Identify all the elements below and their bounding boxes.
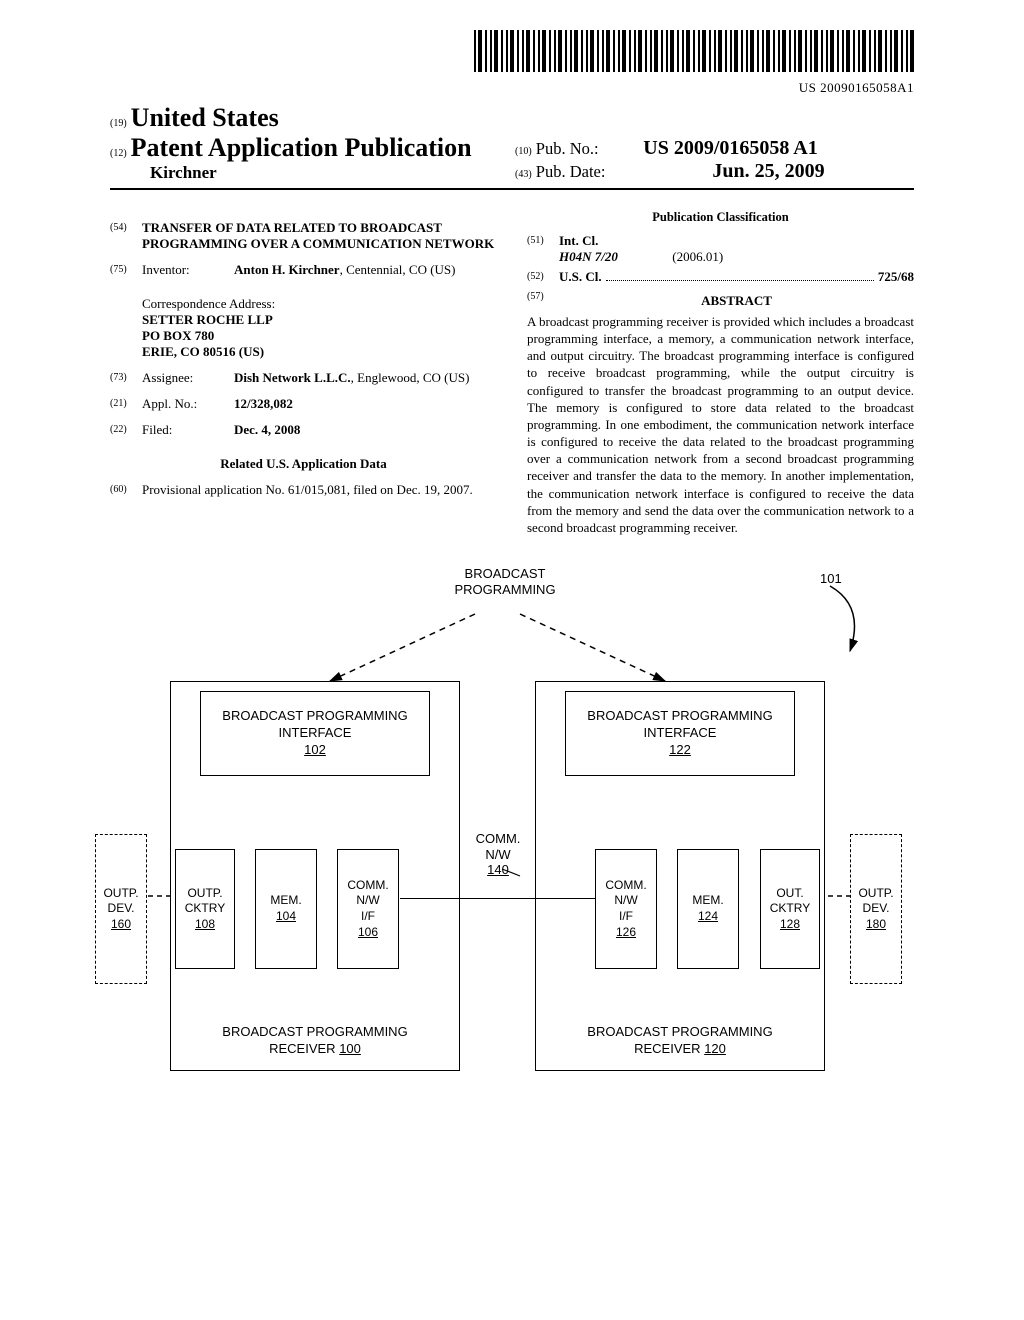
filed-label: Filed: (142, 422, 234, 438)
barcode-area: US 20090165058A1 (110, 30, 914, 97)
invention-title: TRANSFER OF DATA RELATED TO BROADCAST PR… (142, 220, 497, 252)
header: (19) United States (12) Patent Applicati… (110, 103, 914, 183)
num-10: (10) (515, 146, 532, 157)
pub-date-label: Pub. Date: (536, 162, 606, 181)
barcode (474, 30, 914, 72)
bpi-box-122: BROADCAST PROGRAMMING INTERFACE 122 (565, 691, 795, 776)
header-rule (110, 188, 914, 190)
barcode-text: US 20090165058A1 (799, 80, 914, 95)
fig-top-label: BROADCAST PROGRAMMING (430, 566, 580, 597)
corr-line-3: ERIE, CO 80516 (US) (142, 344, 264, 359)
abstract-heading: ABSTRACT (559, 293, 914, 309)
num-73: (73) (110, 370, 142, 386)
num-12: (12) (110, 148, 127, 159)
connector-line (400, 898, 595, 899)
num-51: (51) (527, 233, 559, 265)
appl-no-label: Appl. No.: (142, 396, 234, 412)
country: United States (131, 103, 279, 132)
intcl-label: Int. Cl. (559, 233, 598, 248)
filed-date: Dec. 4, 2008 (234, 422, 300, 437)
classification-heading: Publication Classification (527, 210, 914, 225)
inventor-label: Inventor: (142, 262, 234, 278)
out-cktry-128: OUT. CKTRY 128 (760, 849, 820, 969)
intcl-date: (2006.01) (672, 249, 723, 264)
left-column: (54) TRANSFER OF DATA RELATED TO BROADCA… (110, 210, 497, 536)
figure: BROADCAST PROGRAMMING 101 BROADCAST PROG… (110, 566, 914, 1106)
intcl-code: H04N 7/20 (559, 249, 618, 264)
comm-if-126: COMM. N/W I/F 126 (595, 849, 657, 969)
mem-104: MEM. 104 (255, 849, 317, 969)
assignee-name: Dish Network L.L.C. (234, 370, 351, 385)
num-22: (22) (110, 422, 142, 438)
body-columns: (54) TRANSFER OF DATA RELATED TO BROADCA… (110, 210, 914, 536)
num-43: (43) (515, 169, 532, 180)
right-column: Publication Classification (51) Int. Cl.… (527, 210, 914, 536)
fig-ref-101: 101 (820, 571, 842, 587)
corr-label: Correspondence Address: (142, 296, 497, 312)
corr-line-1: SETTER ROCHE LLP (142, 312, 273, 327)
comm-nw-label: COMM. N/W 140 (468, 831, 528, 878)
pub-no-label: Pub. No.: (536, 139, 599, 158)
pub-date: Jun. 25, 2009 (610, 160, 825, 183)
bpi-box-102: BROADCAST PROGRAMMING INTERFACE 102 (200, 691, 430, 776)
mem-124: MEM. 124 (677, 849, 739, 969)
num-54: (54) (110, 220, 142, 252)
pub-no: US 2009/0165058 A1 (603, 137, 818, 160)
num-21: (21) (110, 396, 142, 412)
num-75: (75) (110, 262, 142, 278)
provisional-text: Provisional application No. 61/015,081, … (142, 482, 497, 498)
header-inventor: Kirchner (110, 163, 509, 183)
abstract-text: A broadcast programming receiver is prov… (527, 313, 914, 536)
uscl-label: U.S. Cl. (559, 269, 602, 285)
outp-dev-160: OUTP. DEV. 160 (95, 834, 147, 984)
patent-page: US 20090165058A1 (19) United States (12)… (0, 0, 1024, 1146)
assignee-loc: , Englewood, CO (US) (351, 370, 470, 385)
inventor-name: Anton H. Kirchner (234, 262, 340, 277)
related-heading: Related U.S. Application Data (110, 456, 497, 472)
num-60: (60) (110, 482, 142, 498)
assignee-label: Assignee: (142, 370, 234, 386)
num-19: (19) (110, 118, 127, 129)
appl-no: 12/328,082 (234, 396, 293, 411)
inventor-loc: , Centennial, CO (US) (340, 262, 456, 277)
correspondence: Correspondence Address: SETTER ROCHE LLP… (142, 296, 497, 360)
outp-dev-180: OUTP. DEV. 180 (850, 834, 902, 984)
pub-type: Patent Application Publication (131, 133, 472, 162)
num-52: (52) (527, 269, 559, 285)
outp-cktry-108: OUTP. CKTRY 108 (175, 849, 235, 969)
uscl-value: 725/68 (878, 269, 914, 285)
corr-line-2: PO BOX 780 (142, 328, 214, 343)
num-57: (57) (527, 289, 559, 309)
uscl-dots (606, 280, 874, 281)
comm-if-106: COMM. N/W I/F 106 (337, 849, 399, 969)
